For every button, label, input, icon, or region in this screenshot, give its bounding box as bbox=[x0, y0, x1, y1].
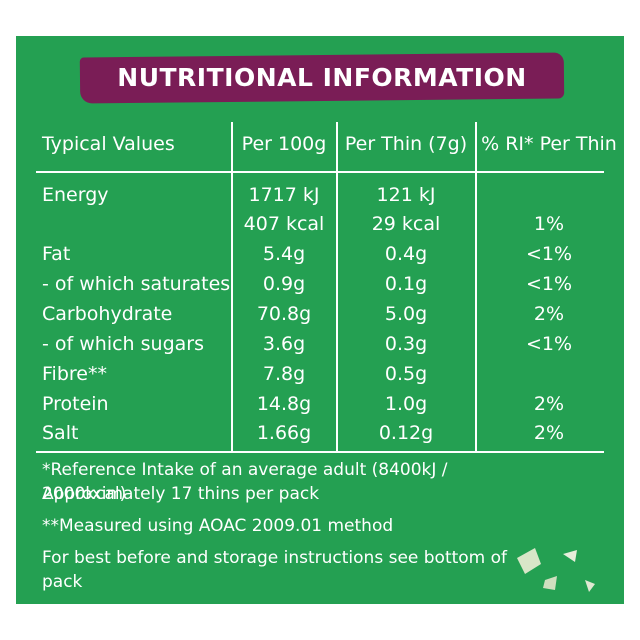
value-cell: 0.1g bbox=[384, 273, 428, 295]
value-cell: 1.66g bbox=[256, 422, 312, 444]
value-cell: <1% bbox=[525, 273, 573, 295]
row-label: Salt bbox=[42, 422, 79, 444]
footnote: **Measured using AOAC 2009.01 method bbox=[42, 516, 394, 536]
value-cell: 5.4g bbox=[262, 243, 306, 265]
value-cell: 7.8g bbox=[262, 363, 306, 385]
column-divider bbox=[336, 122, 338, 452]
value-cell: 3.6g bbox=[262, 333, 306, 355]
value-cell: 5.0g bbox=[384, 303, 428, 325]
row-label: Energy bbox=[42, 184, 109, 206]
row-label: - of which sugars bbox=[42, 333, 204, 355]
value-cell: 2% bbox=[533, 422, 565, 444]
header-cell: Per Thin (7g) bbox=[344, 133, 468, 155]
value-cell: <1% bbox=[525, 243, 573, 265]
crumbs bbox=[517, 548, 595, 592]
table-rule bbox=[36, 451, 604, 453]
value-cell: 14.8g bbox=[256, 393, 312, 415]
value-cell: 2% bbox=[533, 393, 565, 415]
value-cell: 407 kcal bbox=[243, 213, 325, 235]
value-cell: 29 kcal bbox=[371, 213, 441, 235]
value-cell: 0.5g bbox=[384, 363, 428, 385]
value-cell: 1717 kJ bbox=[248, 184, 320, 206]
value-cell: 1.0g bbox=[384, 393, 428, 415]
header-cell: Typical Values bbox=[42, 133, 175, 155]
value-cell: 0.12g bbox=[378, 422, 434, 444]
footnote: Approximately 17 thins per pack bbox=[42, 484, 320, 504]
row-label: Fat bbox=[42, 243, 71, 265]
footnote: *Reference Intake of an average adult (8… bbox=[42, 460, 448, 504]
row-label: Carbohydrate bbox=[42, 303, 173, 325]
row-label: Fibre** bbox=[42, 363, 107, 385]
panel bbox=[16, 36, 624, 604]
column-divider bbox=[475, 122, 477, 452]
footnote: For best before and storage instructions… bbox=[42, 548, 508, 592]
value-cell: 2% bbox=[533, 303, 565, 325]
value-cell: 0.4g bbox=[384, 243, 428, 265]
title: NUTRITIONAL INFORMATION bbox=[117, 63, 527, 92]
header-cell: Per 100g bbox=[241, 133, 327, 155]
value-cell: 1% bbox=[533, 213, 565, 235]
column-divider bbox=[231, 122, 233, 452]
header-rule bbox=[36, 171, 604, 173]
value-cell: <1% bbox=[525, 333, 573, 355]
row-label: Protein bbox=[42, 393, 109, 415]
value-cell: 0.9g bbox=[262, 273, 306, 295]
header-cell: % RI* Per Thin bbox=[481, 133, 617, 155]
row-label: - of which saturates bbox=[42, 273, 231, 295]
value-cell: 0.3g bbox=[384, 333, 428, 355]
value-cell: 121 kJ bbox=[376, 184, 436, 206]
value-cell: 70.8g bbox=[256, 303, 312, 325]
